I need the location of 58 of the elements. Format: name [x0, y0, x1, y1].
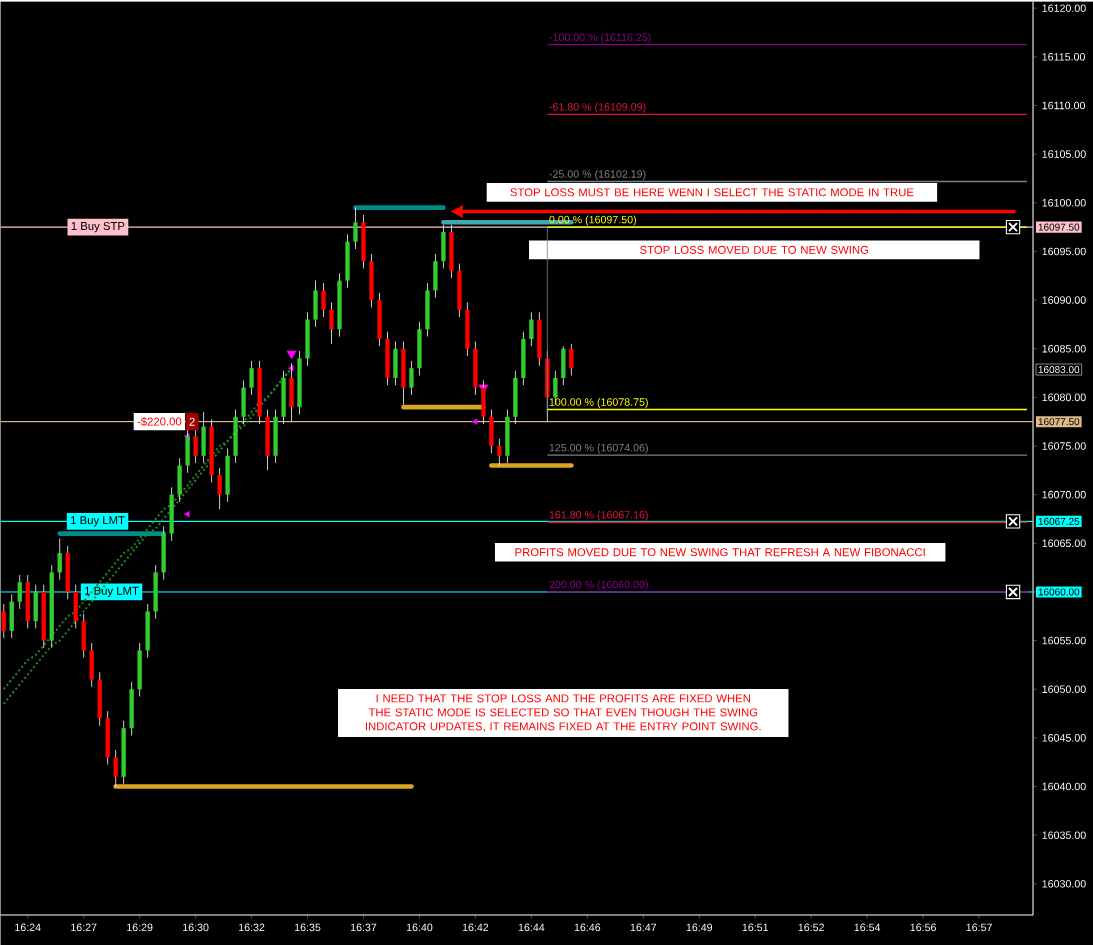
y-tick-label: 16035.00	[1042, 831, 1086, 839]
annotation: -$220.00	[137, 417, 182, 427]
text: 16060.00	[1038, 588, 1080, 596]
annotation: STOP LOSS MOVED DUE TO NEW SWING	[640, 245, 869, 254]
y-tick-label: 16075.00	[1042, 442, 1086, 450]
series-label: 0.00 % (16097.50)	[549, 215, 636, 226]
y-tick-label: 16055.00	[1042, 636, 1086, 645]
y-tick-label: 16095.00	[1042, 247, 1086, 256]
y-tick-label: 16030.00	[1042, 880, 1086, 888]
annotation: 2	[189, 417, 195, 426]
x-tick-label: 16:32	[239, 923, 265, 932]
x-tick-label: 16:42	[462, 923, 489, 932]
series-label: -100.00 % (16116.25)	[549, 33, 651, 44]
annotation: PROFITS MOVED DUE TO NEW SWING THAT REFRESH A NEW FIBONACCI	[515, 548, 925, 557]
x-tick-label: 16:46	[574, 923, 601, 932]
series-label: -61.80 % (16109.09)	[549, 102, 646, 113]
y-tick-label: 16090.00	[1042, 296, 1086, 304]
ref-line-label: 1 Buy LMT	[71, 516, 125, 527]
series-label: 100.00 % (16078.75)	[549, 398, 648, 408]
x-tick-label: 16:37	[350, 923, 377, 932]
series-label: 200.00 % (16060.00)	[549, 580, 648, 591]
x-tick-label: 16:49	[686, 923, 713, 932]
x-tick-label: 16:51	[742, 923, 769, 932]
x-tick-label: 16:29	[127, 923, 153, 932]
x-tick-label: 16:24	[15, 923, 41, 932]
series-label: -25.00 % (16102.19)	[549, 169, 646, 180]
x-tick-label: 16:57	[966, 923, 992, 932]
annotation: STOP LOSS MUST BE HERE WENN I SELECT THE STATIC MODE IN TRUE	[510, 188, 914, 197]
y-tick-label: 16115.00	[1042, 53, 1085, 61]
series-label: 161.80 % (16067.16)	[549, 510, 648, 521]
y-tick-label: 16110.00	[1042, 101, 1085, 110]
y-tick-label: 16040.00	[1042, 782, 1086, 791]
y-tick-label: 16065.00	[1042, 539, 1086, 548]
y-tick-label: 16085.00	[1042, 344, 1086, 353]
ref-line-label: 1 Buy STP	[71, 222, 125, 233]
text: 16083.00	[1038, 366, 1080, 374]
x-tick-label: 16:27	[71, 923, 97, 932]
y-tick-label: 16100.00	[1042, 199, 1086, 207]
x-tick-label: 16:30	[183, 923, 209, 932]
x-tick-label: 16:52	[798, 923, 824, 932]
x-tick-label: 16:54	[854, 923, 881, 932]
ref-line-label: 1 Buy LMT	[85, 586, 139, 598]
y-tick-label: 16050.00	[1042, 685, 1086, 694]
y-tick-label: 16105.00	[1042, 150, 1086, 158]
x-tick-label: 16:47	[630, 923, 657, 932]
y-tick-label: 16080.00	[1042, 393, 1086, 402]
y-tick-label: 16045.00	[1042, 734, 1086, 742]
y-tick-label: 16120.00	[1042, 4, 1086, 12]
x-tick-label: 16:40	[406, 923, 433, 932]
x-tick-label: 16:44	[518, 923, 545, 932]
series-label: 125.00 % (16074.06)	[549, 443, 648, 454]
text: 16097.50	[1038, 223, 1080, 231]
x-tick-label: 16:35	[295, 923, 321, 932]
text: 16077.50	[1038, 418, 1080, 426]
y-tick-label: 16070.00	[1042, 490, 1086, 499]
text: 16067.25	[1038, 517, 1080, 525]
annotation: I NEED THAT THE STOP LOSS AND THE PROFITS ARE FIXED WHEN THE STATIC MODE IS SELECTED SO THAT EVEN THOUGH THE SWING INDICATOR UPDATES, IT REMAINS FIXED AT THE ENTRY POINT SWING.	[365, 694, 761, 732]
x-tick-label: 16:56	[910, 923, 936, 932]
